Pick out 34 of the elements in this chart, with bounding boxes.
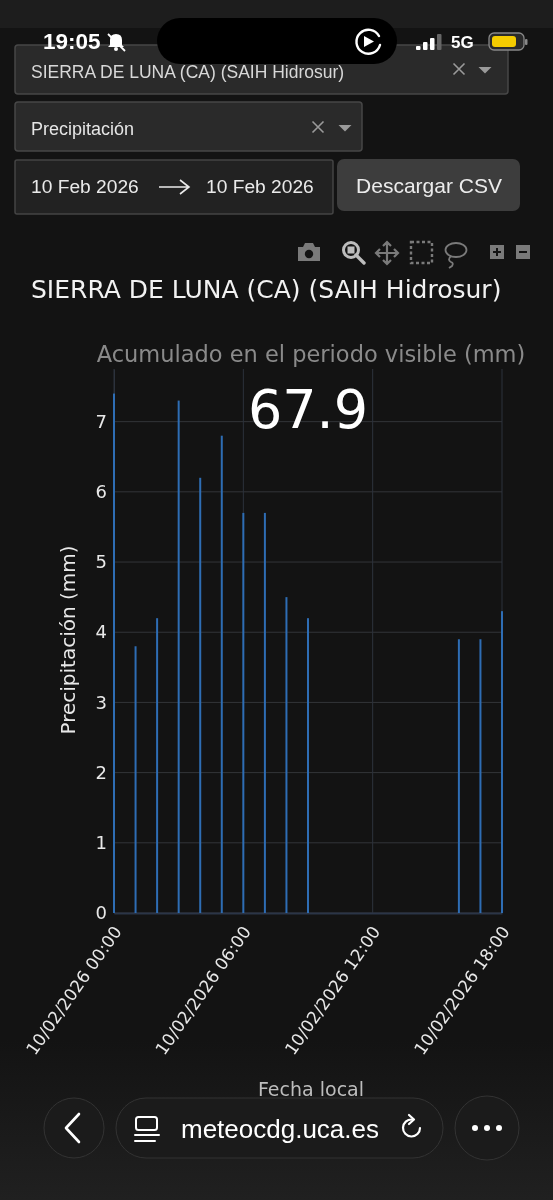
text: Precipitación	[31, 119, 135, 139]
bar	[177, 400, 180, 913]
chart-title: SIERRA DE LUNA (CA) (SAIH Hidrosur)	[31, 275, 502, 304]
y-tick-label: 5	[95, 551, 107, 573]
bar	[220, 435, 223, 913]
y-tick-label: 0	[95, 902, 107, 924]
bar	[457, 639, 460, 913]
text: 5G	[451, 33, 474, 52]
x-axis-title: Fecha local	[257, 1078, 365, 1100]
bar	[263, 512, 266, 913]
text: 10 Feb 2026	[31, 176, 139, 197]
bar	[479, 639, 482, 913]
bar	[307, 618, 309, 913]
y-tick-label: 3	[95, 691, 107, 713]
bar	[156, 618, 159, 913]
text: 19:05	[43, 29, 101, 54]
text: Acumulado en el periodo visible (mm)	[96, 341, 526, 367]
annotation: 67.9	[247, 378, 369, 441]
bar	[199, 477, 202, 913]
bar	[113, 393, 115, 913]
text: 10 Feb 2026	[206, 176, 314, 197]
bar	[501, 611, 503, 913]
bar	[134, 646, 137, 913]
text: meteocdg.uca.es	[180, 1114, 380, 1144]
y-tick-label: 6	[95, 481, 107, 503]
y-tick-label: 1	[95, 832, 107, 854]
bar	[285, 597, 288, 913]
y-tick-label: 2	[95, 761, 107, 783]
text: Descargar CSV	[356, 174, 502, 197]
y-axis-title: Precipitación (mm)	[56, 545, 80, 735]
text: SIERRA DE LUNA (CA) (SAIH Hidrosur)	[31, 62, 345, 82]
y-tick-label: 4	[95, 621, 107, 643]
bar	[242, 512, 245, 913]
y-tick-label: 7	[95, 410, 107, 432]
